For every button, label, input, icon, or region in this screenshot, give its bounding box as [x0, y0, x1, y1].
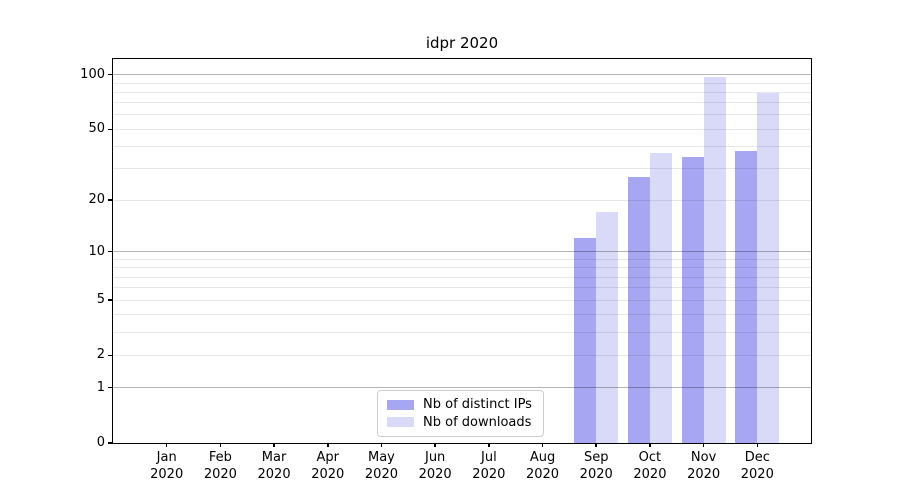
- y-tick-label-50: 50: [88, 121, 105, 137]
- x-tick-label-dec: Dec 2020: [740, 450, 774, 482]
- x-tick-label-mar: Mar 2020: [257, 450, 291, 482]
- bar-downloads: [649, 152, 672, 443]
- legend-swatch-distinct-ips: [387, 399, 414, 410]
- bar-downloads: [757, 93, 780, 443]
- y-tick-mark: [108, 354, 112, 357]
- x-tick-mark: [434, 443, 436, 447]
- gridline-y-5: [113, 299, 811, 301]
- y-tick-label-20: 20: [88, 192, 105, 208]
- x-tick-mark: [219, 443, 222, 447]
- gridline-y-100: [113, 74, 811, 76]
- bar-distinct-ips: [681, 157, 704, 443]
- gridline-y-20: [113, 199, 811, 201]
- gridline-y-6: [113, 287, 811, 289]
- gridline-y-50: [113, 128, 811, 130]
- bar-downloads: [596, 212, 619, 443]
- x-tick-label-jun: Jun 2020: [418, 450, 452, 482]
- y-tick-mark: [108, 73, 112, 76]
- legend-item-downloads: Nb of downloads: [387, 414, 534, 431]
- x-tick-mark: [649, 443, 651, 447]
- x-tick-mark: [488, 443, 490, 447]
- y-tick-mark: [108, 442, 112, 444]
- y-tick-mark: [108, 128, 112, 130]
- legend: Nb of distinct IPs Nb of downloads: [377, 390, 544, 437]
- x-tick-label-jul: Jul 2020: [472, 450, 506, 482]
- x-tick-mark: [541, 443, 544, 447]
- legend-item-distinct-ips: Nb of distinct IPs: [387, 396, 534, 413]
- gridline-y-90: [113, 82, 811, 84]
- bar-distinct-ips: [735, 150, 758, 443]
- y-tick-label-1: 1: [96, 379, 105, 395]
- legend-label: Nb of downloads: [423, 414, 532, 430]
- y-tick-label-100: 100: [80, 66, 105, 82]
- gridline-y-7: [113, 276, 811, 278]
- x-tick-label-sep: Sep 2020: [579, 450, 613, 482]
- x-tick-mark: [273, 443, 275, 447]
- x-tick-mark: [380, 443, 383, 447]
- y-tick-label-2: 2: [96, 347, 105, 363]
- gridline-y-30: [113, 168, 811, 170]
- y-tick-mark: [108, 199, 112, 201]
- y-tick-label-5: 5: [96, 292, 105, 308]
- gridline-y-1: [113, 387, 811, 389]
- bar-distinct-ips: [627, 177, 650, 443]
- x-tick-label-oct: Oct 2020: [633, 450, 667, 482]
- y-tick-mark: [108, 250, 112, 253]
- legend-label: Nb of distinct IPs: [423, 397, 532, 413]
- chart-title: idpr 2020: [425, 34, 499, 52]
- gridline-y-8: [113, 267, 811, 269]
- plot-area: Nb of distinct IPs Nb of downloads: [112, 58, 812, 444]
- gridline-y-60: [113, 114, 811, 116]
- x-tick-mark: [165, 443, 168, 447]
- bar-distinct-ips: [574, 238, 597, 443]
- legend-swatch-downloads: [387, 417, 414, 428]
- x-tick-label-feb: Feb 2020: [203, 450, 237, 482]
- gridline-y-4: [113, 314, 811, 316]
- gridline-y-2: [113, 354, 811, 356]
- y-tick-mark: [108, 299, 112, 301]
- bar-downloads: [703, 77, 726, 443]
- x-tick-mark: [327, 443, 329, 447]
- x-tick-label-may: May 2020: [364, 450, 398, 482]
- gridline-y-80: [113, 91, 811, 93]
- y-tick-label-0: 0: [96, 435, 105, 450]
- gridline-y-9: [113, 258, 811, 260]
- x-tick-label-nov: Nov 2020: [687, 450, 721, 482]
- x-tick-label-apr: Apr 2020: [311, 450, 345, 482]
- gridline-y-40: [113, 146, 811, 148]
- gridline-y-10: [113, 251, 811, 253]
- x-tick-mark: [702, 443, 705, 447]
- y-tick-label-10: 10: [88, 243, 105, 259]
- gridline-y-3: [113, 331, 811, 333]
- y-tick-mark: [108, 386, 112, 389]
- x-tick-mark: [756, 443, 759, 447]
- x-tick-mark: [595, 443, 597, 447]
- x-tick-label-jan: Jan 2020: [150, 450, 184, 482]
- x-tick-label-aug: Aug 2020: [525, 450, 560, 482]
- gridline-y-70: [113, 102, 811, 104]
